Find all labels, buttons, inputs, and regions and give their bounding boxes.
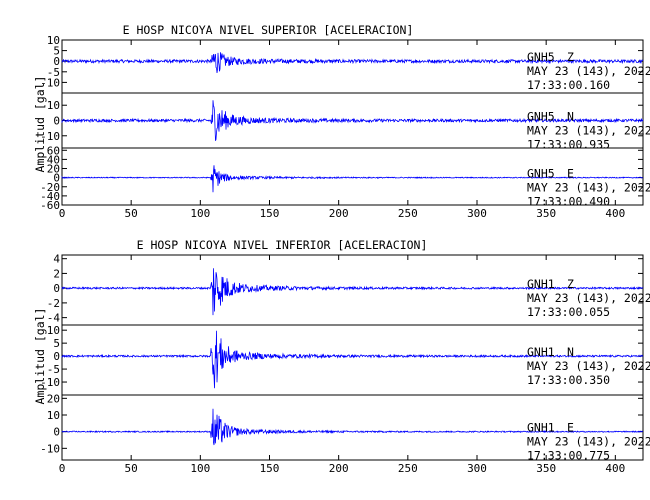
y-tick-label: -20 <box>40 181 60 194</box>
y-tick-label: 60 <box>47 144 60 157</box>
component-label: E <box>567 167 574 181</box>
y-tick-label: 10 <box>47 324 60 337</box>
x-tick-label: 250 <box>398 462 418 475</box>
x-tick-label: 50 <box>125 462 138 475</box>
record-time: 17:33:00.055 <box>527 305 610 319</box>
y-tick-label: -10 <box>40 376 60 389</box>
y-tick-label: 10 <box>47 34 60 47</box>
y-tick-label: -10 <box>40 442 60 455</box>
y-axis-label-superior: Amplitud [gal] <box>33 76 47 173</box>
chart-title-inferior: E HOSP NICOYA NIVEL INFERIOR [ACELERACIO… <box>137 238 428 252</box>
y-tick-label: 2 <box>53 267 60 280</box>
y-tick-label: 0 <box>53 282 60 295</box>
station-name: GNH5 <box>527 110 555 124</box>
waveform-trace <box>61 330 644 389</box>
record-date: MAY 23 (143), 2022 <box>527 359 650 373</box>
x-tick-label: 400 <box>605 462 625 475</box>
x-tick-label: 0 <box>59 462 66 475</box>
station-name: GNH5 <box>527 50 555 64</box>
y-axis-label-inferior: Amplitud [gal] <box>33 308 47 405</box>
y-tick-label: -10 <box>40 76 60 89</box>
record-date: MAY 23 (143), 2022 <box>527 291 650 305</box>
record-time: 17:33:00.775 <box>527 449 610 463</box>
record-date: MAY 23 (143), 2022 <box>527 64 650 78</box>
y-tick-label: 10 <box>47 99 60 112</box>
component-label: Z <box>567 50 574 64</box>
y-tick-label: -4 <box>47 312 61 325</box>
waveform-trace <box>61 100 644 141</box>
y-tick-label: -2 <box>47 297 60 310</box>
y-tick-label: 0 <box>53 115 60 128</box>
y-tick-label: -5 <box>47 363 60 376</box>
y-tick-label: 5 <box>53 45 60 58</box>
x-tick-label: 150 <box>260 207 280 220</box>
record-time: 17:33:00.490 <box>527 195 610 209</box>
waveform-trace <box>61 165 644 193</box>
y-tick-label: 20 <box>47 163 60 176</box>
y-tick-label: -10 <box>40 130 60 143</box>
y-tick-label: 5 <box>53 337 60 350</box>
record-time: 17:33:00.350 <box>527 373 610 387</box>
component-label: E <box>567 421 574 435</box>
station-name: GNH1 <box>527 421 555 435</box>
x-tick-label: 100 <box>190 207 210 220</box>
waveform-trace <box>61 52 644 74</box>
x-tick-label: 200 <box>329 207 349 220</box>
y-tick-label: 0 <box>53 350 60 363</box>
y-tick-label: 40 <box>47 153 60 166</box>
station-name: GNH5 <box>527 167 555 181</box>
x-tick-label: 100 <box>190 462 210 475</box>
y-tick-label: 0 <box>53 426 60 439</box>
station-name: GNH1 <box>527 277 555 291</box>
y-tick-label: 0 <box>53 172 60 185</box>
y-tick-label: 20 <box>47 392 60 405</box>
record-date: MAY 23 (143), 2022 <box>527 124 650 138</box>
x-tick-label: 0 <box>59 207 66 220</box>
x-tick-label: 50 <box>125 207 138 220</box>
y-tick-label: 4 <box>53 253 60 266</box>
x-tick-label: 250 <box>398 207 418 220</box>
y-tick-label: -40 <box>40 190 60 203</box>
waveform-trace <box>61 408 643 446</box>
y-tick-label: 10 <box>47 409 60 422</box>
x-tick-label: 350 <box>536 462 556 475</box>
waveform-trace <box>61 268 644 316</box>
x-tick-label: 350 <box>536 207 556 220</box>
x-tick-label: 300 <box>467 462 487 475</box>
component-label: Z <box>567 277 574 291</box>
record-date: MAY 23 (143), 2022 <box>527 181 650 195</box>
panel-frame <box>61 394 644 461</box>
y-tick-label: -60 <box>40 199 60 212</box>
x-tick-label: 300 <box>467 207 487 220</box>
x-tick-label: 400 <box>605 207 625 220</box>
station-name: GNH1 <box>527 345 555 359</box>
component-label: N <box>567 345 574 359</box>
y-tick-label: 0 <box>53 55 60 68</box>
record-time: 17:33:00.160 <box>527 78 610 92</box>
record-date: MAY 23 (143), 2022 <box>527 435 650 449</box>
record-time: 17:33:00.935 <box>527 138 610 152</box>
y-tick-label: -5 <box>47 66 60 79</box>
x-tick-label: 200 <box>329 462 349 475</box>
chart-title-superior: E HOSP NICOYA NIVEL SUPERIOR [ACELERACIO… <box>123 23 414 37</box>
x-tick-label: 150 <box>260 462 280 475</box>
component-label: N <box>567 110 574 124</box>
